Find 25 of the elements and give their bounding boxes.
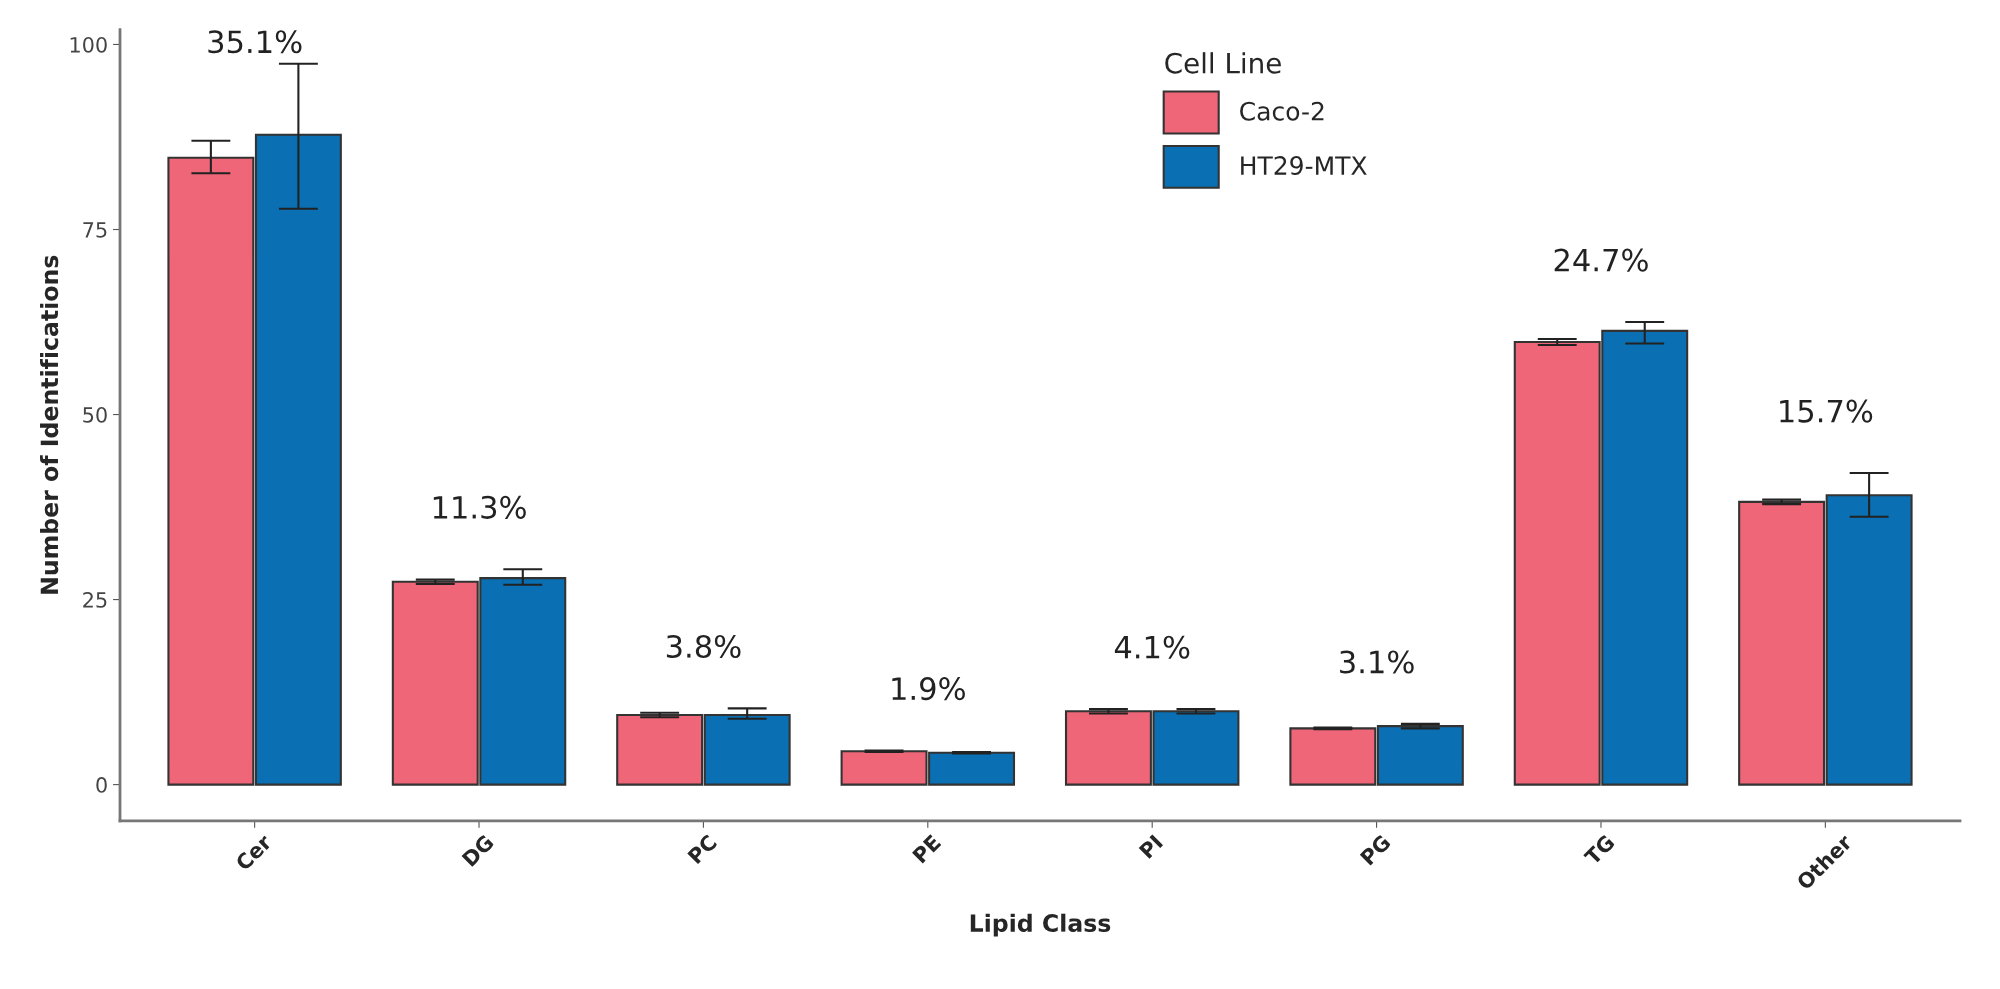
x-tick-label: PI bbox=[1138, 834, 1164, 859]
annotation: 4.1% bbox=[1114, 635, 1190, 659]
annotation: 15.7% bbox=[1780, 399, 1873, 423]
annotation: 1.9% bbox=[892, 677, 965, 701]
annotation: 3.1% bbox=[1340, 650, 1414, 674]
x-tick-label: Cer bbox=[234, 832, 273, 872]
x-tick-label: PG bbox=[1359, 834, 1392, 866]
annotation: 24.7% bbox=[1554, 248, 1648, 272]
legend-title: Cell Line bbox=[1165, 52, 1281, 74]
annotation: 11.3% bbox=[433, 495, 526, 519]
y-tick-label: 75 bbox=[83, 222, 107, 238]
x-tick-label: DG bbox=[461, 834, 495, 868]
x-tick-label: PE bbox=[912, 834, 942, 864]
y-tick-label: 50 bbox=[83, 406, 107, 423]
y-tick-label: 25 bbox=[83, 592, 107, 608]
x-axis-title: Lipid Class bbox=[970, 913, 1111, 937]
annotation: 35.1% bbox=[208, 30, 302, 54]
legend-label: HT29-MTX bbox=[1241, 156, 1367, 176]
y-tick-label: 0 bbox=[96, 777, 107, 793]
annotation: 3.8% bbox=[666, 634, 741, 659]
y-axis-title: Number of Identifications bbox=[40, 255, 59, 594]
x-tick-label: PC bbox=[687, 833, 718, 865]
legend-label: Caco-2 bbox=[1240, 101, 1324, 121]
y-tick-label: 100 bbox=[70, 36, 107, 53]
x-tick-label: TG bbox=[1583, 834, 1616, 867]
